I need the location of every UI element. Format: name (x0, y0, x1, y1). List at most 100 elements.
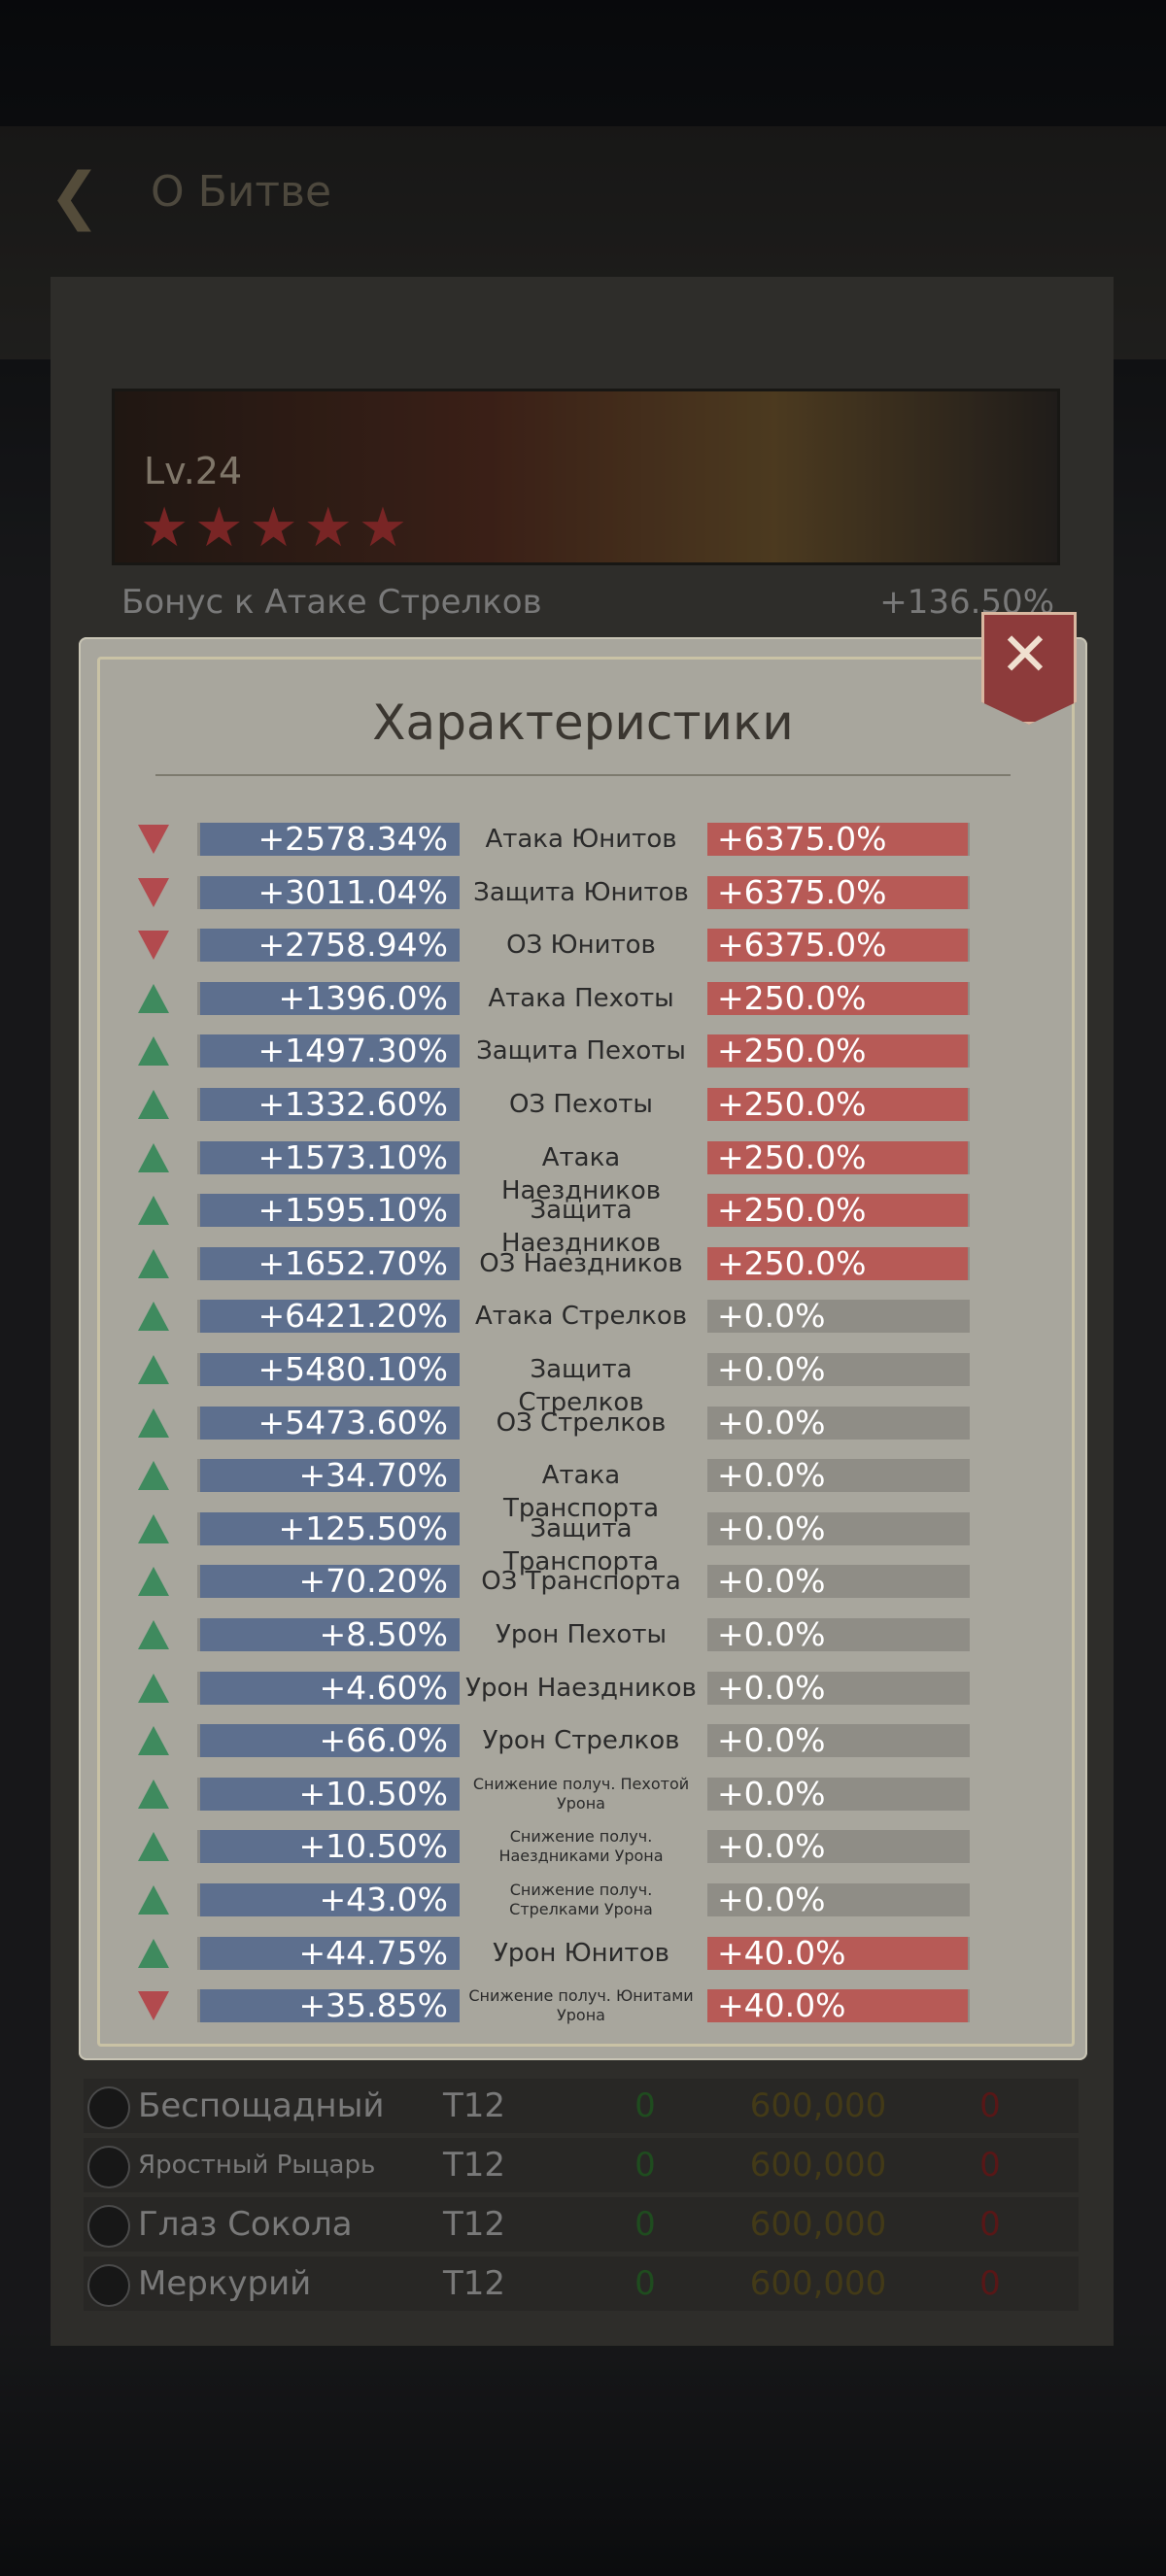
left-value: +1652.70% (257, 1243, 448, 1282)
modal-frame (97, 657, 1075, 2047)
left-value: +5473.60% (257, 1403, 448, 1441)
right-bar (707, 1671, 970, 1705)
stat-name: Атака Юнитов (485, 825, 677, 854)
stat-name: Урон Стрелков (482, 1726, 680, 1756)
trend-arrow (138, 1248, 169, 1278)
stat-name: Снижение получ. Стрелками Урона (509, 1881, 653, 1918)
left-value: +5480.10% (257, 1350, 448, 1388)
right-fill (707, 1246, 968, 1280)
right-fill (707, 1034, 968, 1068)
table-row (84, 2079, 1079, 2133)
right-value: +6375.0% (717, 872, 887, 911)
trend-arrow (138, 1991, 169, 2021)
table-cell: 600,000 (749, 2264, 887, 2303)
right-bar (707, 1565, 970, 1599)
right-bar (707, 1724, 970, 1758)
left-value: +35.85% (298, 1986, 448, 2025)
left-fill (200, 1140, 460, 1174)
trend-arrow (138, 1142, 169, 1172)
stat-name: ОЗ Пехоты (509, 1090, 653, 1119)
left-value: +4.60% (319, 1668, 448, 1707)
right-value: +40.0% (717, 1986, 846, 2025)
table-cell: Меркурий (138, 2264, 312, 2303)
right-bar (707, 1830, 970, 1864)
left-fill (200, 1459, 460, 1493)
table-cell: 600,000 (749, 2086, 887, 2125)
stat-name: Защита Юнитов (473, 877, 689, 907)
table-cell: 0 (634, 2086, 656, 2125)
stat-name: ОЗ Стрелков (496, 1407, 667, 1438)
bonus-label: Бонус к Атаке Стрелков (121, 583, 542, 622)
table-cell: 0 (634, 2205, 656, 2244)
table-cell: Беспощадный (138, 2086, 385, 2125)
trend-arrow (138, 1090, 169, 1119)
right-fill (707, 1936, 968, 1970)
table-cell: Яростный Рыцарь (138, 2151, 376, 2180)
trend-arrow (138, 1673, 169, 1703)
stat-name: Атака Транспорта (502, 1461, 660, 1524)
left-value: +2758.94% (257, 926, 448, 965)
hero-level: Lv.24 (144, 450, 243, 492)
stat-name: Атака Пехоты (488, 983, 674, 1013)
troop-icon (87, 2205, 130, 2248)
trend-arrow (138, 931, 169, 961)
table-cell: T12 (443, 2146, 506, 2185)
left-fill (200, 1989, 460, 2023)
right-value: +250.0% (717, 978, 867, 1017)
left-fill (200, 1406, 460, 1440)
trend-arrow (138, 1620, 169, 1649)
modal-title: Характеристики (372, 695, 794, 751)
stat-name: Защита Наездников (500, 1196, 662, 1259)
table-row (84, 2138, 1079, 2192)
right-fill (707, 1989, 968, 2023)
right-fill (707, 875, 968, 909)
right-value: +0.0% (717, 1297, 826, 1336)
trend-arrow (138, 1196, 169, 1226)
right-bar (707, 1406, 970, 1440)
table-row (84, 2197, 1079, 2252)
stat-name: Защита Пехоты (476, 1036, 686, 1067)
right-value: +0.0% (717, 1350, 826, 1388)
stat-name: Снижение получ. Наездниками Урона (498, 1827, 664, 1866)
left-fill (200, 1777, 460, 1811)
back-button[interactable]: ❮ (49, 160, 101, 232)
trend-arrow (138, 1513, 169, 1543)
trend-arrow (138, 1938, 169, 1968)
right-value: +250.0% (717, 1191, 867, 1230)
troop-icon (87, 2264, 130, 2307)
stat-name: Урон Наездников (465, 1673, 697, 1703)
right-fill (707, 1140, 968, 1174)
stat-name: Урон Юнитов (493, 1938, 669, 1968)
right-bar (707, 1618, 970, 1651)
left-fill (200, 1194, 460, 1228)
right-value: +250.0% (717, 1085, 867, 1123)
troop-icon (87, 2086, 130, 2129)
stat-name: Снижение получ. Пехотой Урона (472, 1774, 690, 1813)
right-fill (707, 823, 968, 856)
right-bar (707, 1883, 970, 1916)
right-fill (707, 1088, 968, 1121)
close-button[interactable]: ✕ (981, 612, 1077, 725)
stat-name: Защита Стрелков (518, 1355, 644, 1417)
left-value: +8.50% (319, 1615, 448, 1653)
left-fill (200, 1034, 460, 1068)
stat-name: Атака Наездников (500, 1142, 662, 1205)
stat-name: Атака Стрелков (474, 1302, 688, 1332)
right-value: +0.0% (717, 1508, 826, 1547)
table-cell: 0 (979, 2146, 1001, 2185)
left-fill (200, 875, 460, 909)
left-value: +2578.34% (257, 820, 448, 858)
left-fill (200, 1671, 460, 1705)
table-cell: 0 (979, 2264, 1001, 2303)
trend-arrow (138, 1567, 169, 1597)
table-cell: 600,000 (749, 2205, 887, 2244)
left-fill (200, 1830, 460, 1864)
stat-name: Снижение получ. Юнитами Урона (468, 1986, 694, 2025)
table-cell: 0 (979, 2205, 1001, 2244)
trend-arrow (138, 1779, 169, 1809)
table-cell: T12 (443, 2205, 506, 2244)
stat-name: ОЗ Транспорта (481, 1567, 681, 1597)
right-value: +0.0% (717, 1721, 826, 1760)
right-value: +250.0% (717, 1137, 867, 1176)
